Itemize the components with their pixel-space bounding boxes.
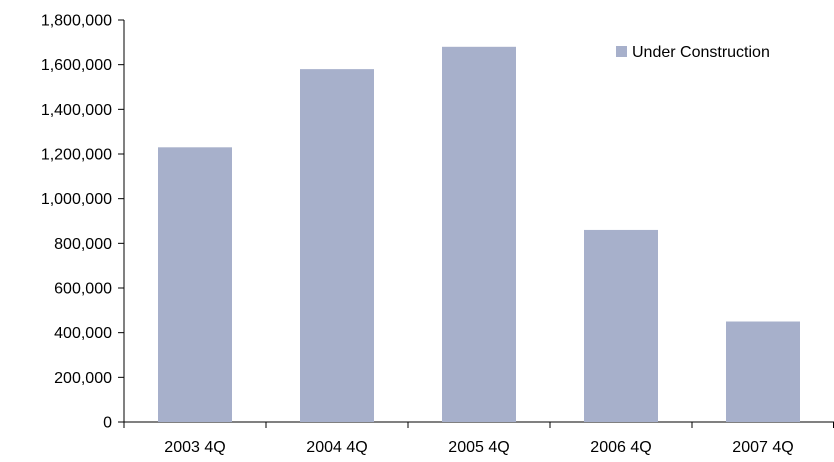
y-axis: 0 200,000 400,000 600,000 800,000 1,000,000 1,…	[41, 13, 125, 432]
y-tick-label: 600,000	[54, 281, 112, 298]
legend-swatch	[616, 46, 627, 57]
y-tick-label: 1,600,000	[41, 57, 112, 74]
y-tick-label: 200,000	[54, 370, 112, 387]
y-tick-label: 1,200,000	[41, 147, 112, 164]
legend: Under Construction	[616, 44, 770, 61]
y-tick-label: 1,400,000	[41, 102, 112, 119]
y-tick-label: 1,800,000	[41, 13, 112, 30]
x-tick-label: 2004 4Q	[306, 439, 367, 456]
x-tick-label: 2003 4Q	[164, 439, 225, 456]
legend-label: Under Construction	[632, 44, 770, 61]
x-tick-label: 2006 4Q	[590, 439, 651, 456]
y-tick-label: 800,000	[54, 236, 112, 253]
bar	[442, 46, 516, 423]
bar	[300, 69, 374, 422]
x-tick-label: 2007 4Q	[732, 439, 793, 456]
bar	[726, 321, 800, 422]
bars	[158, 46, 800, 423]
bar	[158, 147, 232, 423]
y-tick-label: 1,000,000	[41, 191, 112, 208]
x-tick-label: 2005 4Q	[448, 439, 509, 456]
x-axis: 2003 4Q 2004 4Q 2005 4Q 2006 4Q 2007 4Q	[123, 421, 834, 456]
y-tick-label: 0	[103, 415, 112, 432]
y-tick-label: 400,000	[54, 325, 112, 342]
bar	[584, 229, 658, 422]
